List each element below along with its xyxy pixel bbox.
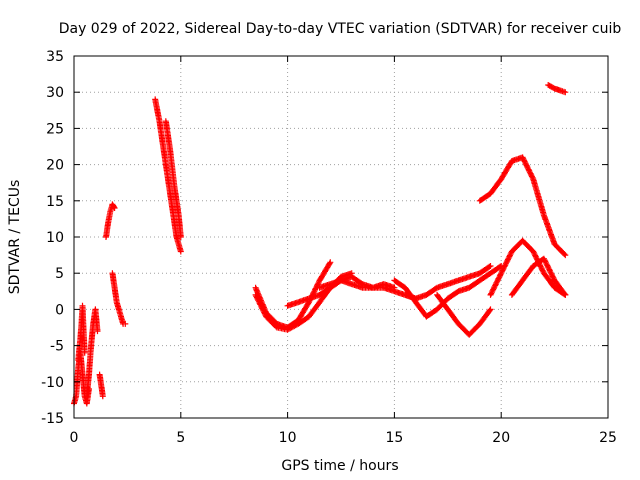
data-point-markers bbox=[545, 82, 569, 96]
x-tick-label: 20 bbox=[492, 430, 510, 446]
y-tick-label: 35 bbox=[46, 49, 64, 65]
data-point-markers bbox=[83, 306, 101, 400]
y-tick-label: 0 bbox=[55, 302, 64, 318]
data-point-markers bbox=[508, 255, 569, 298]
x-tick-label: 0 bbox=[70, 430, 79, 446]
series-arc-main-6 bbox=[402, 263, 494, 302]
x-axis-label: GPS time / hours bbox=[281, 458, 398, 474]
data-point-markers bbox=[75, 302, 88, 364]
data-points bbox=[71, 82, 569, 407]
y-axis-label: SDTVAR / TECUs bbox=[7, 180, 23, 295]
data-point-markers bbox=[434, 291, 494, 338]
data-point-markers bbox=[96, 371, 106, 400]
y-tick-label: 15 bbox=[46, 194, 64, 210]
series-arc-early-rise bbox=[103, 201, 118, 240]
x-tick-label: 15 bbox=[385, 430, 403, 446]
series-arc-early-high-b bbox=[162, 118, 184, 240]
grid-lines bbox=[74, 56, 608, 418]
series-arc-early-low-c bbox=[83, 306, 101, 400]
y-tick-label: 20 bbox=[46, 158, 64, 174]
y-tick-label: 10 bbox=[46, 230, 64, 246]
series-arc-early-high bbox=[152, 96, 184, 255]
x-tick-label: 10 bbox=[279, 430, 297, 446]
series-arc-late-lower-b bbox=[508, 255, 569, 298]
data-point-markers bbox=[103, 201, 118, 240]
data-point-markers bbox=[402, 263, 494, 302]
series-arc-early-low-d bbox=[96, 371, 106, 400]
series-arc-main-7 bbox=[434, 291, 494, 338]
series-arc-early-mid bbox=[109, 270, 129, 327]
data-point-markers bbox=[162, 118, 184, 240]
series-arc-late-hump bbox=[476, 154, 569, 259]
data-point-markers bbox=[152, 96, 184, 255]
data-point-markers bbox=[476, 154, 569, 259]
data-point-markers bbox=[391, 263, 505, 320]
y-tick-label: -15 bbox=[41, 411, 64, 427]
data-point-markers bbox=[109, 270, 129, 327]
x-tick-label: 25 bbox=[599, 430, 617, 446]
series-arc-late-top bbox=[545, 82, 569, 96]
y-tick-label: 5 bbox=[55, 266, 64, 282]
y-tick-label: 25 bbox=[46, 121, 64, 137]
y-tick-label: -5 bbox=[50, 339, 64, 355]
x-tick-label: 5 bbox=[176, 430, 185, 446]
y-tick-label: 30 bbox=[46, 85, 64, 101]
series-arc-main-5 bbox=[391, 263, 505, 320]
y-tick-label: -10 bbox=[41, 375, 64, 391]
chart-title: Day 029 of 2022, Sidereal Day-to-day VTE… bbox=[59, 21, 622, 37]
axis-ticks: 0 5 10 15 20 25 -15 -10 -5 0 5 10 15 20 25 30 35 bbox=[41, 49, 617, 446]
series-arc-early-low-b bbox=[75, 302, 88, 364]
